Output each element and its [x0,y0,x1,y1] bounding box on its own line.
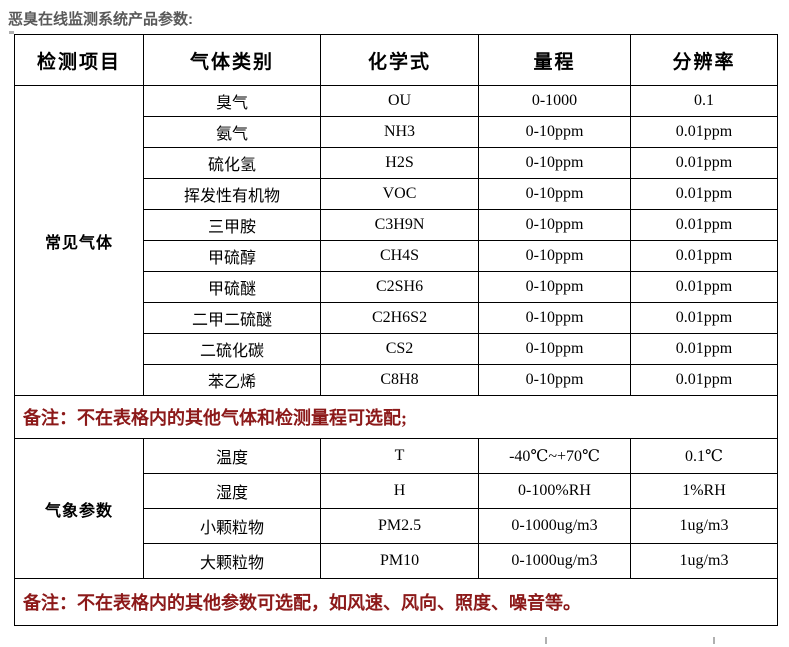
category-cell-common-gases: 常见气体 [14,85,144,396]
cell-formula: OU [320,85,479,117]
page-title: 恶臭在线监测系统产品参数: [8,11,193,28]
cell-range: 0-10ppm [478,240,631,272]
table-row: 硫化氢 H2S 0-10ppm 0.01ppm [15,147,778,179]
table-handle-mark [9,31,14,34]
cell-gas-name: 苯乙烯 [143,364,321,396]
table-handle-mark [545,637,547,644]
cell-gas-name: 氨气 [143,116,321,148]
cell-formula: CS2 [320,333,479,365]
cell-resolution: 1ug/m3 [630,543,778,579]
cell-formula: H [320,473,479,509]
cell-param-name: 湿度 [143,473,321,509]
table-row: 二甲二硫醚 C2H6S2 0-10ppm 0.01ppm [15,302,778,334]
table-row: 气象参数 温度 T -40℃~+70℃ 0.1℃ [14,438,778,579]
cell-resolution: 0.01ppm [630,240,778,272]
cell-resolution: 1ug/m3 [630,508,778,544]
cell-range: 0-100%RH [478,473,631,509]
cell-gas-name: 甲硫醚 [143,271,321,303]
cell-gas-name: 硫化氢 [143,147,321,179]
cell-range: 0-10ppm [478,147,631,179]
cell-formula: CH4S [320,240,479,272]
cell-formula: NH3 [320,116,479,148]
cell-formula: VOC [320,178,479,210]
table-row: 二硫化碳 CS2 0-10ppm 0.01ppm [15,333,778,365]
cell-resolution: 0.01ppm [630,209,778,241]
cell-range: 0-10ppm [478,333,631,365]
cell-formula: C2SH6 [320,271,479,303]
cell-resolution: 1%RH [630,473,778,509]
cell-param-name: 温度 [143,438,321,474]
cell-gas-name: 臭气 [143,85,321,117]
cell-resolution: 0.01ppm [630,116,778,148]
cell-range: 0-10ppm [478,209,631,241]
table-row: 大颗粒物 PM10 0-1000ug/m3 1ug/m3 [15,543,778,579]
note-row-gases: 备注：不在表格内的其他气体和检测量程可选配; [14,395,778,439]
table-handle-mark [713,637,715,644]
cell-formula: C2H6S2 [320,302,479,334]
table-row: 挥发性有机物 VOC 0-10ppm 0.01ppm [15,178,778,210]
cell-formula: PM2.5 [320,508,479,544]
cell-gas-name: 甲硫醇 [143,240,321,272]
category-cell-weather-params: 气象参数 [14,438,144,579]
cell-resolution: 0.01ppm [630,271,778,303]
table-row: 小颗粒物 PM2.5 0-1000ug/m3 1ug/m3 [15,508,778,544]
cell-formula: C8H8 [320,364,479,396]
cell-resolution: 0.1 [630,85,778,117]
cell-formula: PM10 [320,543,479,579]
cell-param-name: 大颗粒物 [143,543,321,579]
cell-formula: T [320,438,479,474]
header-chemical-formula: 化学式 [320,34,479,86]
cell-gas-name: 挥发性有机物 [143,178,321,210]
header-detection-item: 检测项目 [14,34,144,86]
header-gas-category: 气体类别 [143,34,321,86]
cell-range: -40℃~+70℃ [478,438,631,474]
table-header-row: 检测项目 气体类别 化学式 量程 分辨率 [14,34,778,86]
table-row: 氨气 NH3 0-10ppm 0.01ppm [15,116,778,148]
cell-formula: C3H9N [320,209,479,241]
note-row-weather: 备注：不在表格内的其他参数可选配，如风速、风向、照度、噪音等。 [14,578,778,626]
cell-range: 0-1000ug/m3 [478,543,631,579]
cell-gas-name: 二硫化碳 [143,333,321,365]
cell-range: 0-1000 [478,85,631,117]
header-range: 量程 [478,34,631,86]
cell-formula: H2S [320,147,479,179]
product-parameters-table: 检测项目 气体类别 化学式 量程 分辨率 常见气体 臭气 OU 0-1000 0… [14,34,778,626]
cell-range: 0-10ppm [478,364,631,396]
cell-resolution: 0.01ppm [630,147,778,179]
cell-resolution: 0.01ppm [630,302,778,334]
cell-resolution: 0.01ppm [630,364,778,396]
cell-range: 0-10ppm [478,302,631,334]
cell-resolution: 0.1℃ [630,438,778,474]
cell-resolution: 0.01ppm [630,333,778,365]
cell-range: 0-10ppm [478,271,631,303]
table-row: 常见气体 臭气 OU 0-1000 0.1 [14,85,778,396]
note-text-gases: 备注：不在表格内的其他气体和检测量程可选配; [14,395,778,439]
header-resolution: 分辨率 [630,34,778,86]
cell-resolution: 0.01ppm [630,178,778,210]
table-row: 三甲胺 C3H9N 0-10ppm 0.01ppm [15,209,778,241]
cell-param-name: 小颗粒物 [143,508,321,544]
note-text-weather: 备注：不在表格内的其他参数可选配，如风速、风向、照度、噪音等。 [14,578,778,626]
cell-range: 0-1000ug/m3 [478,508,631,544]
table-row: 甲硫醇 CH4S 0-10ppm 0.01ppm [15,240,778,272]
cell-range: 0-10ppm [478,178,631,210]
cell-gas-name: 三甲胺 [143,209,321,241]
cell-gas-name: 二甲二硫醚 [143,302,321,334]
table-row: 甲硫醚 C2SH6 0-10ppm 0.01ppm [15,271,778,303]
cell-range: 0-10ppm [478,116,631,148]
